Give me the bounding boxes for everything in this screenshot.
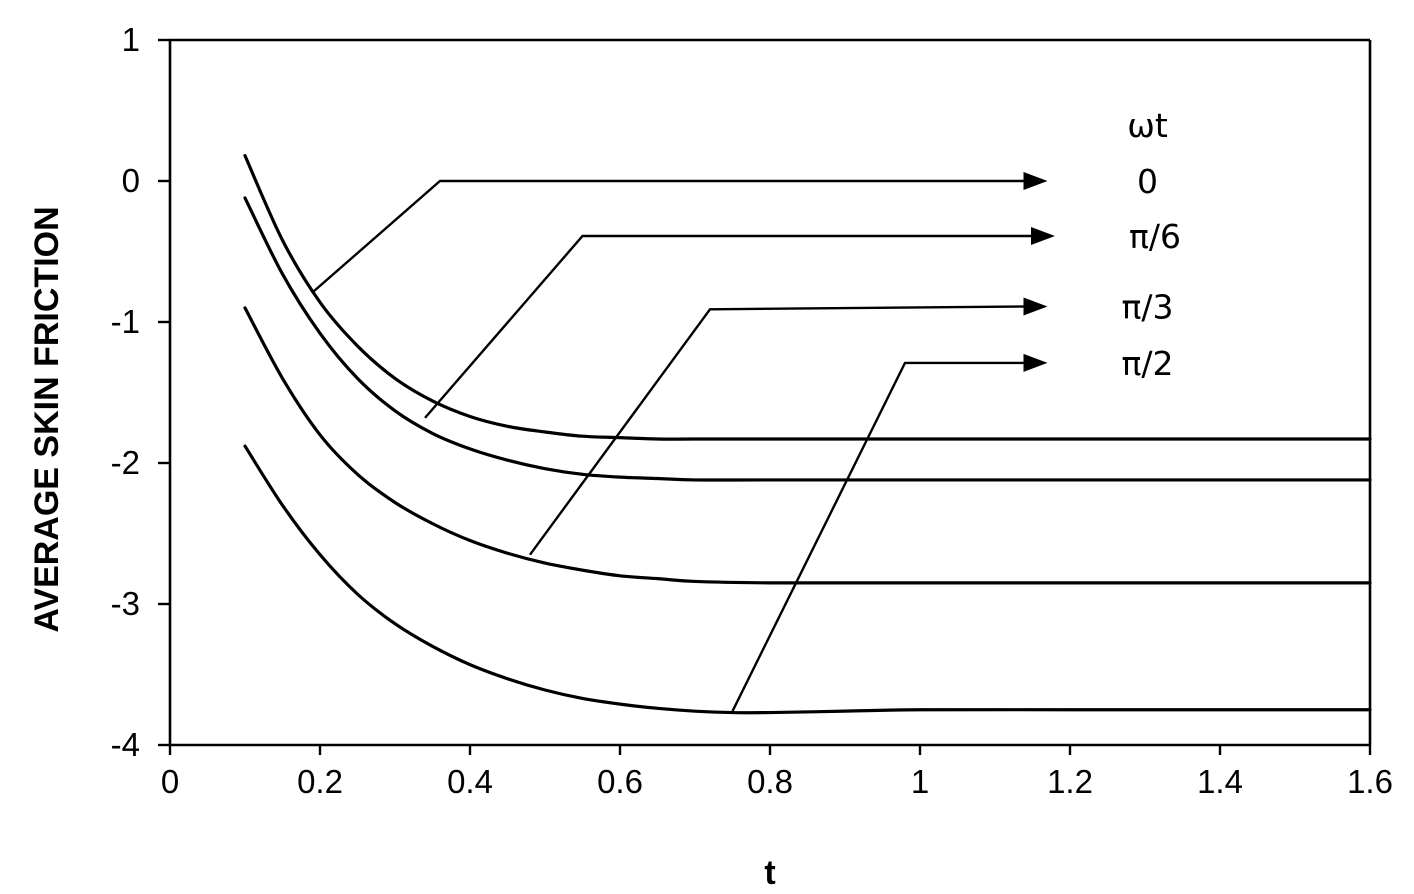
arrowhead-3 (1023, 353, 1048, 372)
legend-label-3: π/2 (1122, 344, 1174, 383)
series-line-2 (243, 306, 1372, 585)
arrowhead-2 (1023, 297, 1048, 316)
legend: ωt 0 π/6 π/3 π/2 (1122, 106, 1181, 383)
y-tick-label: -1 (111, 303, 140, 340)
series-line-1 (243, 196, 1372, 482)
series-leader-arrows (311, 172, 1055, 712)
leader-line-3 (731, 361, 1030, 712)
x-axis-label: t (764, 854, 775, 892)
x-tick-label: 1 (911, 763, 929, 800)
legend-label-1: π/6 (1129, 217, 1181, 256)
x-tick-label: 0.6 (597, 763, 643, 800)
arrowhead-1 (1031, 226, 1055, 245)
leader-line-0 (311, 179, 1030, 294)
x-tick-label: 0.8 (747, 763, 793, 800)
series-lines (243, 154, 1372, 715)
series-line-0 (243, 154, 1372, 441)
x-tick-label: 0.4 (447, 763, 493, 800)
axes (168, 38, 1372, 747)
y-axis-label: AVERAGE SKIN FRICTION (28, 206, 66, 632)
legend-title: ωt (1127, 106, 1168, 145)
leader-line-2 (529, 305, 1030, 556)
leader-line-1 (424, 234, 1037, 419)
y-ticks: 1 0 -1 -2 -3 -4 (111, 21, 170, 763)
y-tick-label: 0 (122, 162, 140, 199)
y-tick-label: -2 (111, 444, 140, 481)
legend-label-0: 0 (1137, 162, 1158, 201)
x-tick-label: 1.6 (1347, 763, 1393, 800)
arrowhead-0 (1023, 172, 1048, 190)
series-line-3 (243, 444, 1372, 715)
x-tick-label: 0.2 (297, 763, 343, 800)
x-tick-label: 1.4 (1197, 763, 1243, 800)
y-tick-label: 1 (122, 21, 140, 58)
legend-label-2: π/3 (1122, 287, 1174, 326)
x-tick-label: 1.2 (1047, 763, 1093, 800)
y-tick-label: -3 (111, 585, 140, 622)
y-tick-label: -4 (111, 726, 140, 763)
x-ticks: 0 0.2 0.4 0.6 0.8 1 1.2 1.4 1.6 (161, 745, 1393, 800)
x-tick-label: 0 (161, 763, 179, 800)
